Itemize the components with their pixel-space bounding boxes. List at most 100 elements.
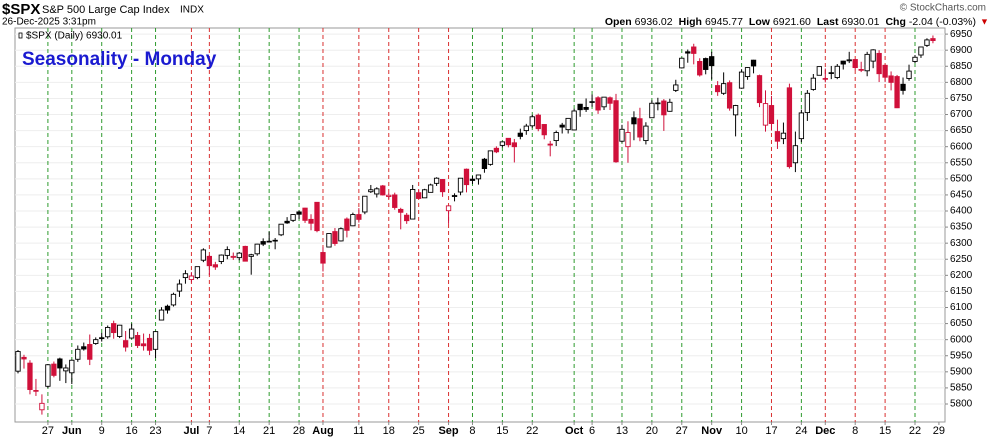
- x-tick-label: 13: [616, 425, 628, 437]
- y-tick-label: 6600: [950, 141, 973, 152]
- candle-body: [176, 283, 183, 292]
- candle-body: [541, 124, 547, 136]
- x-tick-label: Oct: [565, 425, 584, 437]
- candle-body: [81, 346, 87, 350]
- candle-body: [320, 252, 326, 264]
- candle-body: [332, 231, 338, 244]
- candle-body: [27, 362, 33, 390]
- candle-body: [691, 46, 697, 54]
- candle-body: [828, 72, 834, 74]
- candle-body: [852, 59, 858, 69]
- candle-body: [272, 239, 278, 242]
- candle-body: [798, 112, 805, 140]
- candle-body: [499, 141, 506, 146]
- candle-body: [750, 59, 757, 67]
- candle-body: [445, 205, 452, 212]
- candle-body: [57, 358, 63, 369]
- candle-body: [834, 65, 840, 78]
- candle-body: [230, 255, 236, 258]
- candle-body: [720, 83, 727, 94]
- x-tick-label: 15: [496, 425, 508, 437]
- candle-body: [715, 85, 721, 93]
- candle-body: [703, 58, 709, 70]
- x-tick-label: 11: [353, 425, 364, 437]
- y-tick-label: 6300: [950, 238, 973, 249]
- x-tick-label: 21: [263, 425, 275, 437]
- candle-body: [284, 220, 290, 224]
- x-tick-label: 7: [206, 425, 212, 437]
- x-tick-label: 8: [469, 425, 475, 437]
- candle-body: [888, 75, 894, 83]
- grid: [15, 28, 945, 422]
- candle-body: [661, 100, 667, 116]
- legend-icon: [18, 32, 23, 39]
- candle-body: [51, 363, 57, 376]
- symbol: $SPX: [2, 1, 40, 18]
- candle-body: [326, 233, 332, 248]
- candle-body: [362, 195, 368, 213]
- quote: Open 6936.02 High 6945.77 Low 6921.60 Last 6930…: [605, 16, 976, 28]
- candle-body: [128, 328, 135, 339]
- candle-body: [918, 46, 924, 56]
- y-tick-label: 6400: [950, 206, 973, 217]
- date: 26-Dec-2025 3:31pm: [2, 17, 96, 28]
- candle-body: [122, 340, 129, 348]
- candle-body: [152, 331, 159, 350]
- candle-body: [876, 52, 882, 75]
- x-tick-label: 18: [383, 425, 395, 437]
- candle-body: [774, 131, 781, 142]
- change-marker: ▼: [980, 16, 989, 26]
- candle-body: [625, 132, 631, 148]
- y-tick-label: 6000: [950, 334, 973, 345]
- candle-body: [679, 57, 685, 69]
- candle-body: [254, 243, 260, 255]
- x-tick-label: 25: [413, 425, 425, 437]
- candle-body: [529, 116, 535, 127]
- candle-body: [427, 184, 434, 193]
- x-tick-label: 10: [735, 425, 747, 437]
- candle-body: [404, 214, 410, 222]
- candle-body: [266, 240, 272, 243]
- candle-body: [559, 124, 565, 128]
- candle-body: [421, 189, 428, 199]
- candle-body: [410, 189, 416, 220]
- candle-body: [685, 51, 691, 54]
- candle-body: [111, 323, 117, 334]
- legend: $SPX (Daily) 6930.01: [26, 31, 123, 42]
- candle-body: [386, 194, 392, 197]
- candle-body: [350, 214, 356, 227]
- quote-value: 6930.01: [841, 16, 879, 28]
- candle-body: [744, 67, 751, 78]
- y-tick-label: 6650: [950, 125, 973, 136]
- candle-body: [637, 118, 643, 138]
- candle-body: [804, 92, 811, 114]
- candle-body: [709, 56, 715, 67]
- candle-body: [643, 125, 649, 142]
- x-tick-label: 9: [99, 425, 105, 437]
- candle-body: [134, 335, 141, 346]
- candle-body: [164, 305, 171, 311]
- exchange: INDX: [180, 5, 204, 16]
- quote-label: Last: [817, 16, 839, 28]
- candle-body: [63, 367, 69, 372]
- x-tick-label: Dec: [815, 425, 835, 437]
- candle-body: [553, 132, 559, 142]
- y-tick-label: 6700: [950, 109, 973, 120]
- candle-body: [212, 264, 218, 268]
- candle-body: [906, 70, 912, 79]
- copyright: © StockCharts.com: [900, 3, 986, 14]
- y-tick-label: 5950: [950, 350, 973, 361]
- candle-body: [493, 147, 500, 153]
- y-tick-label: 6100: [950, 302, 973, 313]
- candle-body: [308, 218, 314, 224]
- candle-body: [762, 103, 769, 126]
- candle-body: [786, 87, 793, 168]
- candle-body: [206, 255, 213, 267]
- candle-body: [69, 359, 75, 374]
- candle-body: [667, 101, 673, 112]
- candle-body: [87, 344, 93, 360]
- candle-body: [290, 214, 296, 221]
- y-tick-label: 5850: [950, 383, 973, 394]
- candle-body: [595, 97, 601, 111]
- quote-value: -2.04 (-0.03%): [909, 16, 976, 28]
